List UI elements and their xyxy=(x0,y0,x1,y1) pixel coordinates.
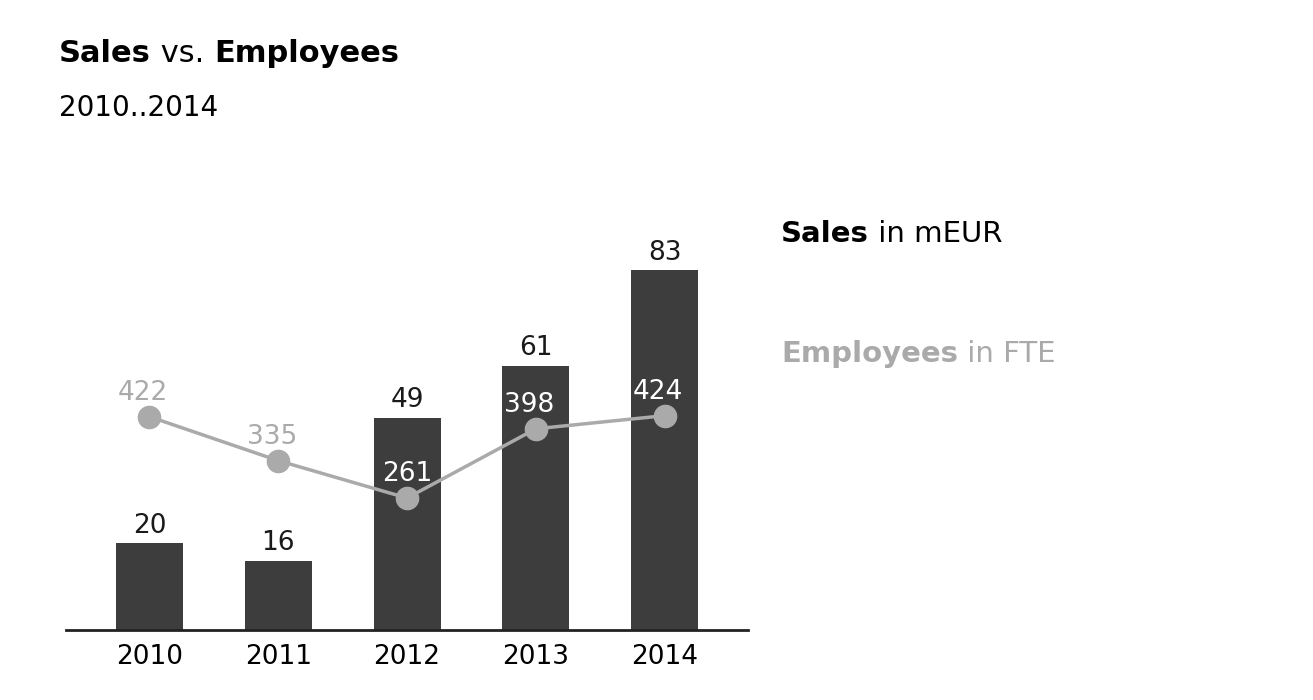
Bar xyxy=(632,270,699,630)
Text: Employees: Employees xyxy=(781,340,958,368)
Text: 61: 61 xyxy=(519,335,553,361)
Bar xyxy=(116,543,183,630)
Bar xyxy=(503,365,570,630)
Text: 422: 422 xyxy=(118,380,168,406)
Text: vs.: vs. xyxy=(151,38,214,67)
Text: 261: 261 xyxy=(382,461,432,487)
Text: 83: 83 xyxy=(647,240,681,266)
Text: Sales: Sales xyxy=(59,38,151,67)
Text: 424: 424 xyxy=(633,379,683,405)
Text: Sales: Sales xyxy=(781,220,869,248)
Text: 2010..2014: 2010..2014 xyxy=(59,94,218,122)
Text: 49: 49 xyxy=(390,387,424,413)
Bar xyxy=(373,418,441,630)
Text: 398: 398 xyxy=(504,392,554,418)
Text: Employees: Employees xyxy=(214,38,399,67)
Bar xyxy=(244,561,311,630)
Text: in mEUR: in mEUR xyxy=(869,220,1003,248)
Text: 20: 20 xyxy=(133,513,167,539)
Text: in FTE: in FTE xyxy=(958,340,1056,368)
Text: 335: 335 xyxy=(247,424,297,450)
Text: 16: 16 xyxy=(261,531,295,556)
